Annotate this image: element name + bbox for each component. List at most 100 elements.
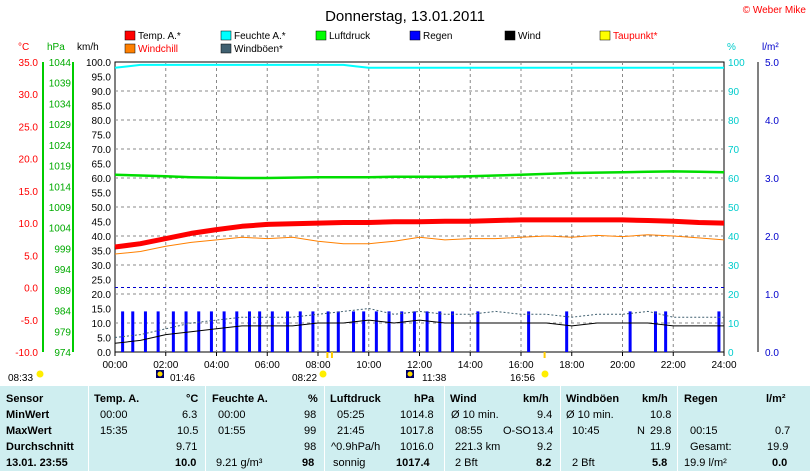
wind-tick-label: 90.0: [92, 87, 112, 98]
max-gust: 29.8: [650, 425, 672, 437]
rain-bar: [565, 311, 569, 352]
data-series: [114, 63, 725, 352]
temp-tick-label: 10.0: [19, 219, 39, 230]
series-line: [114, 217, 725, 250]
wind-tick-label: 30.0: [92, 261, 112, 272]
pressure-trend: ^0.9hPa/h: [331, 441, 381, 453]
series-line: [114, 63, 724, 69]
humidity-tick-label: 40: [728, 232, 740, 243]
rain-bar: [235, 311, 239, 352]
min-wind: 9.4: [537, 409, 553, 421]
wind-tick-label: 10.0: [92, 319, 112, 330]
rain-total-label: Gesamt:: [690, 441, 732, 453]
avg-pressure: 1016.0: [400, 441, 434, 453]
temp-tick-label: 35.0: [19, 58, 39, 69]
max-wind-direction: O-SO: [503, 425, 532, 437]
max-humidity-time: 01:55: [218, 425, 246, 437]
pressure-tick-label: 1019: [49, 162, 72, 173]
header-pressure: Luftdruck: [330, 393, 381, 405]
sun-moon-time: 08:22: [292, 373, 317, 384]
legend-swatch: [409, 30, 421, 41]
humidity-tick-label: 90: [728, 87, 740, 98]
rain-bar: [336, 311, 340, 352]
rain-bar: [121, 311, 125, 352]
wind-tick-label: 65.0: [92, 160, 112, 171]
legend-swatch: [124, 30, 136, 41]
max-wind: 13.4: [532, 425, 554, 437]
rain-bar: [311, 311, 315, 352]
humidity-tick-label: 20: [728, 290, 740, 301]
column-divider: [88, 386, 89, 471]
min-pressure-time: 05:25: [337, 409, 365, 421]
x-tick-label: 22:00: [661, 360, 686, 371]
wind-tick-label: 0.0: [97, 348, 111, 359]
legend-swatch: [220, 43, 232, 54]
sun-moon-time: 11:38: [422, 373, 447, 384]
now-humidity: 98: [302, 457, 315, 469]
max-gust-time: 10:45: [572, 425, 600, 437]
row-label-now: 13.01. 23:55: [6, 457, 68, 469]
rain-bar: [184, 311, 188, 352]
pressure-tick-label: 994: [54, 265, 71, 276]
now-pressure: 1017.4: [396, 457, 430, 469]
wind-tick-label: 5.0: [97, 334, 111, 345]
grid-lines: [115, 62, 724, 352]
rain-tick-label: 1.0: [765, 290, 779, 301]
axis-ticks: 35.0 30.0 25.0 20.0 15.0 10.0 5.0 0.0 -5.0 -10.0 1…: [15, 58, 779, 371]
pressure-tick-label: 1009: [49, 203, 72, 214]
wind-tick-label: 95.0: [92, 73, 112, 84]
max-rain: 0.7: [775, 425, 791, 437]
rain-bar: [286, 311, 290, 352]
rain-bar: [270, 311, 274, 352]
legend-label: Feuchte A.*: [234, 31, 286, 42]
rain-bar: [352, 311, 356, 352]
pressure-tick-label: 974: [54, 348, 71, 359]
header-rain: Regen: [684, 393, 718, 405]
now-abs-humidity: 9.21 g/m³: [216, 457, 263, 469]
max-pressure-time: 21:45: [337, 425, 365, 437]
x-tick-label: 02:00: [153, 360, 178, 371]
rain-bar: [171, 311, 175, 352]
x-tick-label: 12:00: [407, 360, 432, 371]
humidity-tick-label: 100: [728, 58, 745, 69]
series-line: [114, 319, 724, 344]
humidity-tick-label: 30: [728, 261, 740, 272]
legend-label: Temp. A.*: [138, 31, 181, 42]
rain-bar: [476, 311, 480, 352]
pressure-tick-label: 1004: [49, 224, 72, 235]
pressure-tick-label: 1029: [49, 120, 72, 131]
min-temp: 6.3: [182, 409, 198, 421]
legend-label: Taupunkt*: [613, 31, 658, 42]
header-rain-unit: l/m²: [766, 393, 786, 405]
sunrise-icon: [36, 370, 44, 378]
wind-axis-unit: km/h: [77, 42, 99, 53]
wind-tick-label: 45.0: [92, 218, 112, 229]
rain-total: 19.9: [767, 441, 789, 453]
pressure-tick-label: 1014: [49, 182, 72, 193]
temp-tick-label: -5.0: [21, 316, 39, 327]
wind-tick-label: 20.0: [92, 290, 112, 301]
rain-bar: [664, 311, 668, 352]
rain-tick-label: 0.0: [765, 348, 779, 359]
pressure-tick-label: 984: [54, 307, 71, 318]
avg-wind: 9.2: [537, 441, 553, 453]
humidity-tick-label: 50: [728, 203, 740, 214]
rain-bar: [258, 311, 262, 352]
wind-tick-label: 55.0: [92, 189, 112, 200]
x-tick-label: 00:00: [102, 360, 127, 371]
rain-bar: [197, 311, 201, 352]
header-pressure-unit: hPa: [414, 393, 435, 405]
column-divider: [324, 386, 325, 471]
max-temp: 10.5: [177, 425, 199, 437]
min-temp-time: 00:00: [100, 409, 128, 421]
pressure-tick-label: 1039: [49, 79, 72, 90]
rain-bar: [298, 311, 302, 352]
legend-swatch: [599, 30, 611, 41]
rain-bar: [412, 311, 416, 352]
wind-tick-label: 50.0: [92, 203, 112, 214]
pressure-tick-label: 979: [54, 327, 71, 338]
wind-tick-label: 100.0: [86, 58, 111, 69]
header-wind: Wind: [450, 393, 477, 405]
row-label-min: MinWert: [6, 409, 50, 421]
rain-bar: [400, 311, 404, 352]
